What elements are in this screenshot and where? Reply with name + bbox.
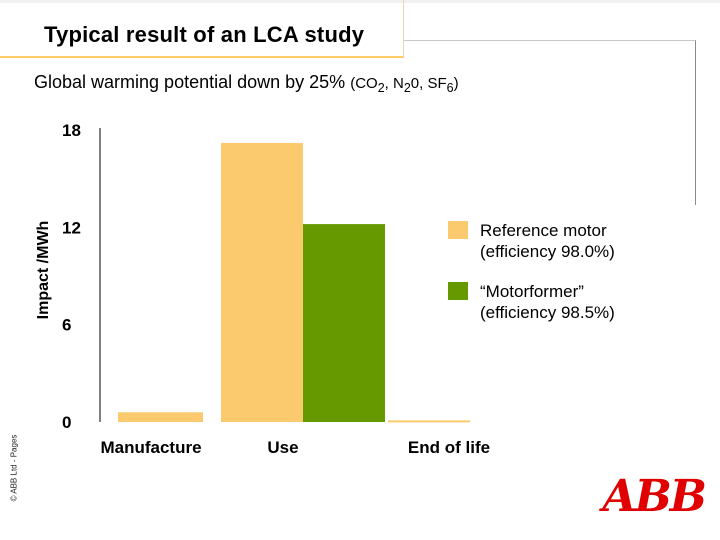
gases-close: )	[453, 75, 459, 92]
y-tick-label: 0	[62, 413, 71, 432]
legend-label-motorformer: “Motorformer” (efficiency 98.5%)	[480, 281, 670, 323]
bar-reference-manufacture	[118, 412, 203, 422]
y-tick-label: 6	[62, 316, 71, 335]
gases-open: (CO	[350, 75, 378, 92]
title-frame: Typical result of an LCA study	[0, 0, 404, 58]
gases-mid-1: , N	[384, 75, 404, 92]
abb-logo: ABB	[602, 471, 707, 522]
subtitle-main: Global warming potential down by 25%	[34, 72, 346, 92]
top-rule	[0, 0, 720, 3]
legend-motorformer-line1: “Motorformer”	[480, 282, 584, 301]
bar-reference-end-of-life	[388, 420, 470, 423]
legend-swatch-motorformer	[448, 282, 468, 300]
x-category-label: End of life	[408, 438, 490, 457]
legend-motorformer-line2: (efficiency 98.5%)	[480, 303, 615, 322]
gases-mid-2: 0, SF	[410, 75, 447, 92]
gases-sub-3: 6	[446, 81, 454, 95]
x-category-label: Use	[267, 438, 298, 457]
legend-swatch-reference	[448, 221, 468, 239]
legend-item-motorformer: “Motorformer” (efficiency 98.5%)	[448, 281, 670, 323]
legend-item-reference: Reference motor (efficiency 98.0%)	[448, 220, 670, 262]
legend-reference-line2: (efficiency 98.0%)	[480, 242, 615, 261]
decorative-frame	[404, 40, 696, 205]
copyright-text: © ABB Ltd - Pages	[9, 434, 19, 502]
bar-motorformer-use	[303, 224, 385, 422]
gases-sub-1: 2	[377, 81, 385, 95]
y-tick-label: 18	[62, 121, 81, 140]
chart-subtitle: Global warming potential down by 25% (CO…	[34, 72, 459, 95]
x-category-label: Manufacture	[100, 438, 201, 457]
legend-reference-line1: Reference motor	[480, 221, 607, 240]
subtitle-gases: (CO2, N20, SF6)	[350, 75, 459, 95]
page-title: Typical result of an LCA study	[44, 22, 365, 47]
legend-label-reference: Reference motor (efficiency 98.0%)	[480, 220, 670, 262]
bar-reference-use	[221, 142, 303, 422]
gases-sub-2: 2	[403, 81, 411, 95]
y-tick-label: 12	[62, 218, 81, 237]
